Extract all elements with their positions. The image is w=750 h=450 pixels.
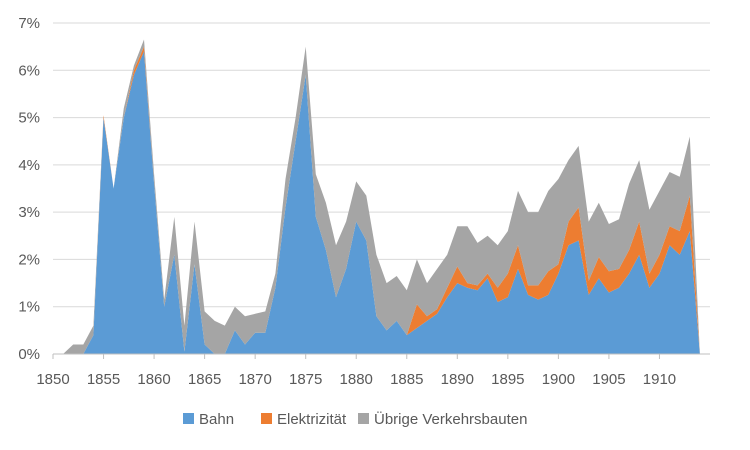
x-axis-tick-label: 1905 [592, 371, 625, 388]
grid-lines [53, 22, 710, 308]
x-axis-tick-label: 1910 [643, 371, 676, 388]
legend-label-brige-verkehrsbauten: Übrige Verkehrsbauten [374, 410, 527, 428]
y-axis-tick-label: 6% [18, 62, 40, 79]
x-axis-tick-label: 1880 [340, 371, 373, 388]
y-axis-tick-label: 7% [18, 15, 40, 32]
x-axis-tick-label: 1900 [542, 371, 575, 388]
x-axis-tick-label: 1850 [36, 371, 69, 388]
area-series-brige-verkehrsbauten [53, 39, 700, 354]
legend-swatch-elektrizit-t [261, 413, 272, 424]
y-axis-tick-label: 3% [18, 204, 40, 221]
x-axis-tick-label: 1870 [238, 371, 271, 388]
legend-swatch-brige-verkehrsbauten [358, 413, 369, 424]
x-axis-tick-label: 1885 [390, 371, 423, 388]
y-axis-tick-label: 1% [18, 299, 40, 316]
x-axis-tick-label: 1875 [289, 371, 322, 388]
x-axis-tick-label: 1855 [87, 371, 120, 388]
axes [52, 353, 710, 359]
y-axis-tick-label: 2% [18, 251, 40, 268]
y-axis-tick-label: 4% [18, 157, 40, 174]
x-axis-tick-labels: 1850 1855 1860 1865 1870 1875 1880 1885 1890 1895… [36, 371, 676, 388]
y-axis-tick-label: 0% [18, 346, 40, 363]
y-axis-tick-labels: 0% 1% 2% 3% 4% 5% 6% 7% [18, 15, 40, 363]
x-axis-tick-label: 1860 [137, 371, 170, 388]
legend: Bahn Elektrizität Übrige Verkehrsbauten [183, 410, 527, 428]
legend-label-elektrizit-t: Elektrizität [277, 411, 347, 428]
y-axis-tick-label: 5% [18, 110, 40, 127]
plot-area [53, 39, 700, 355]
x-axis-tick-label: 1865 [188, 371, 221, 388]
legend-swatch-bahn [183, 413, 194, 424]
x-axis-tick-label: 1895 [491, 371, 524, 388]
legend-label-bahn: Bahn [199, 411, 234, 428]
area-series-bahn [53, 51, 700, 355]
x-axis-tick-label: 1890 [441, 371, 474, 388]
